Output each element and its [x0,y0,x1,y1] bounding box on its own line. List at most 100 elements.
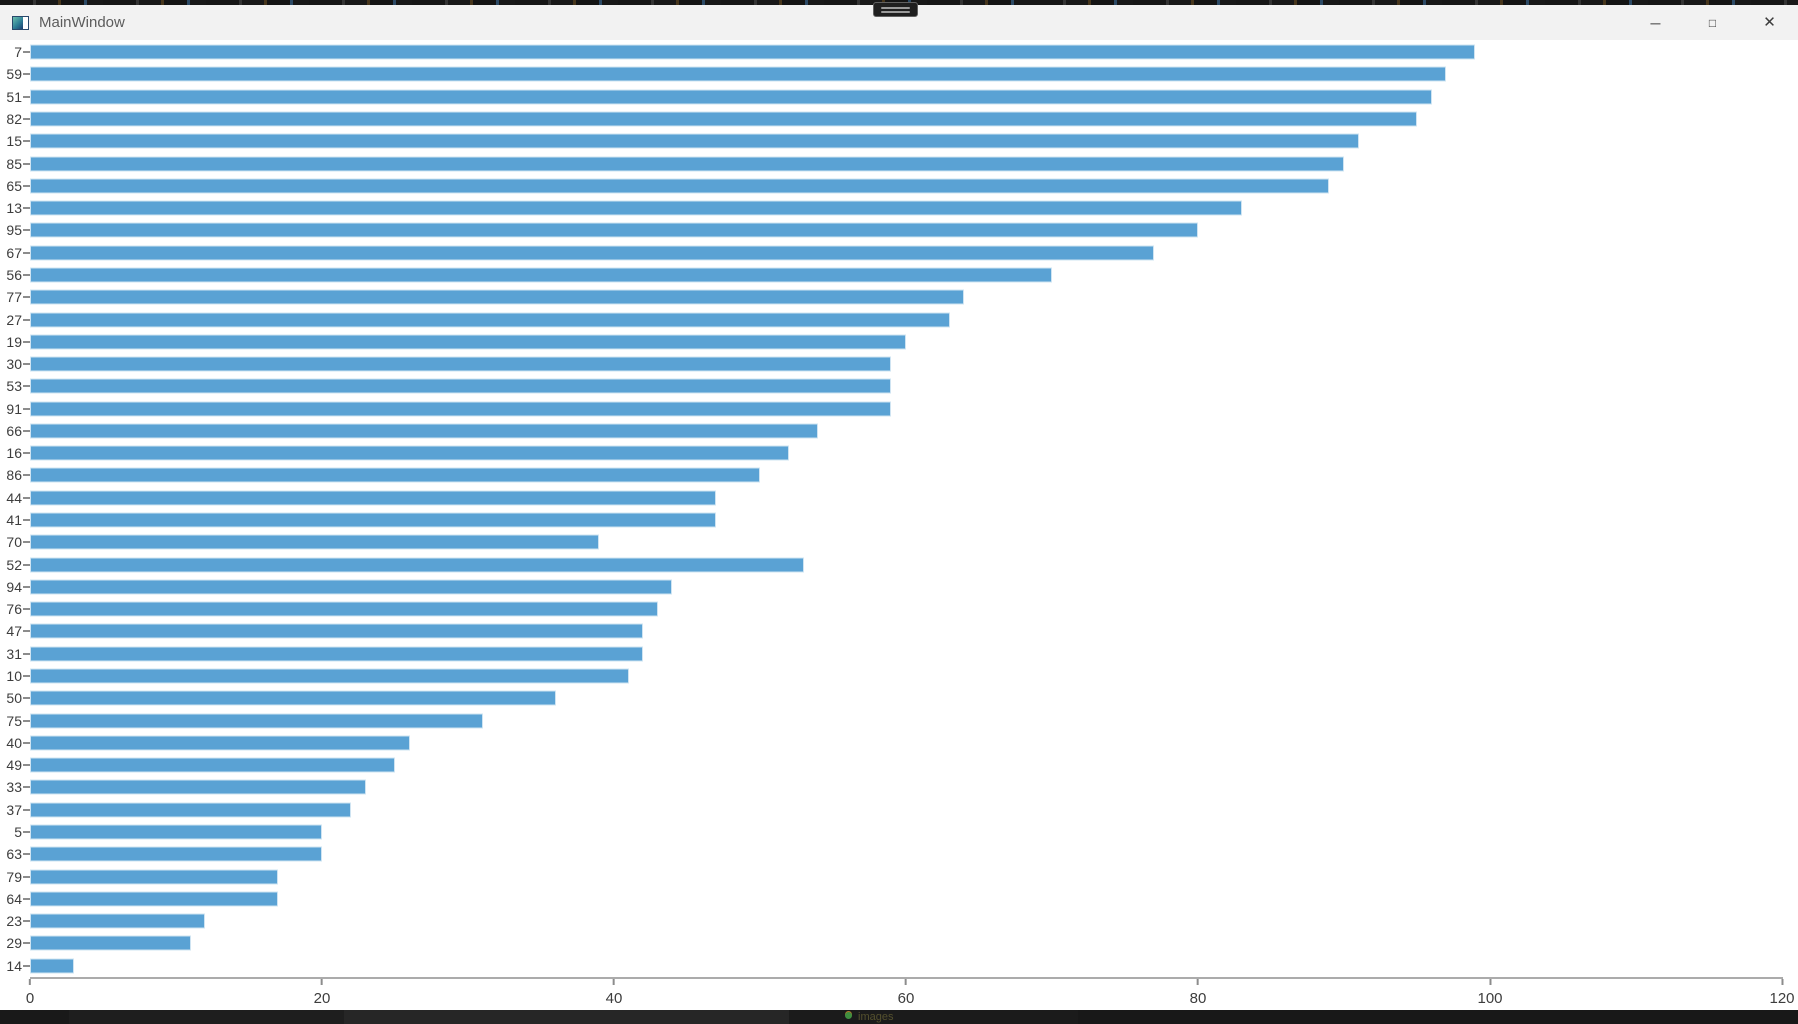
y-axis-tick [22,487,30,509]
bar-track [30,420,1782,442]
y-axis-tick [22,108,30,130]
app-window-icon-fill [13,16,23,29]
main-window: MainWindow ─ □ ✕ 7 59 51 82 15 85 65 13 95 67 56 77… [0,5,1798,1010]
bar [30,735,410,751]
y-axis-tick [22,331,30,353]
bar-row: 15 [0,130,1782,152]
y-axis-label: 30 [6,356,22,373]
window-grip[interactable] [873,2,918,17]
bar [30,178,1330,194]
y-axis-tick [22,955,30,977]
y-axis-tick [22,643,30,665]
bar [30,89,1432,105]
bar-track [30,598,1782,620]
bar [30,222,1198,238]
close-button[interactable]: ✕ [1741,5,1798,40]
maximize-button[interactable]: □ [1684,5,1741,40]
x-tick-mark [612,979,615,985]
bar-row: 10 [0,665,1782,687]
bar-row: 79 [0,865,1782,887]
y-axis-tick [22,910,30,932]
y-axis-label: 91 [6,400,22,417]
x-tick-label: 100 [1477,990,1503,1007]
x-tick-label: 20 [313,990,331,1007]
bar-row: 7 [0,41,1782,63]
bar [30,156,1344,172]
bar-row: 14 [0,955,1782,977]
y-axis-label: 44 [6,489,22,506]
bar-track [30,197,1782,219]
bar-row: 53 [0,375,1782,397]
x-tick-mark [29,979,31,985]
bar-track [30,799,1782,821]
y-axis-label: 86 [6,467,22,484]
y-axis-label: 41 [6,512,22,529]
bar-row: 37 [0,799,1782,821]
bar [30,44,1476,60]
y-axis-label: 75 [6,712,22,729]
y-axis-label: 94 [6,578,22,595]
bar [30,133,1359,149]
x-tick-mark [1781,979,1783,985]
y-axis-label: 70 [6,534,22,551]
bar [30,445,790,461]
bar [30,579,673,595]
y-axis-tick [22,553,30,575]
y-axis-tick [22,932,30,954]
bar-row: 65 [0,175,1782,197]
bar-track [30,286,1782,308]
y-axis-tick [22,865,30,887]
bar-track [30,776,1782,798]
y-axis-label: 82 [6,110,22,127]
bar-track [30,910,1782,932]
y-axis-label: 52 [6,556,22,573]
bar-track [30,41,1782,63]
y-axis-tick [22,41,30,63]
bar [30,557,804,573]
y-axis-label: 10 [6,668,22,685]
bar [30,490,717,506]
y-axis-label: 27 [6,311,22,328]
bar-track [30,242,1782,264]
bar-track [30,955,1782,977]
bar [30,401,892,417]
bar-row: 33 [0,776,1782,798]
y-axis-label: 77 [6,289,22,306]
bar-rows: 7 59 51 82 15 85 65 13 95 67 56 77 27 19 30 53 91 66 16 86 4… [0,41,1782,977]
bar-row: 95 [0,219,1782,241]
y-axis-tick [22,620,30,642]
y-axis-tick [22,219,30,241]
bar-track [30,308,1782,330]
y-axis-label: 14 [6,957,22,974]
bar-row: 70 [0,531,1782,553]
bar [30,713,483,729]
x-axis-tick: 100 [1477,979,1503,1007]
bar-track [30,464,1782,486]
minimize-button[interactable]: ─ [1627,5,1684,40]
bar [30,623,644,639]
bar-track [30,487,1782,509]
y-axis-tick [22,598,30,620]
bar [30,935,191,951]
bar-row: 56 [0,264,1782,286]
bar-track [30,108,1782,130]
x-tick-mark [1489,979,1491,985]
x-tick-mark [1196,979,1199,985]
grip-line-icon [881,10,910,13]
x-axis-tick: 60 [898,979,914,1007]
y-axis-tick [22,665,30,687]
y-axis-label: 7 [14,44,22,61]
y-axis-label: 15 [6,133,22,150]
close-icon: ✕ [1763,14,1776,31]
bar-row: 76 [0,598,1782,620]
bar-row: 16 [0,442,1782,464]
bar-row: 49 [0,754,1782,776]
y-axis-label: 5 [14,823,22,840]
bar [30,111,1417,127]
bar-row: 52 [0,553,1782,575]
taskbar-app-icon [845,1012,852,1019]
bar-row: 94 [0,576,1782,598]
bar [30,378,892,394]
y-axis-label: 50 [6,690,22,707]
bar-track [30,175,1782,197]
